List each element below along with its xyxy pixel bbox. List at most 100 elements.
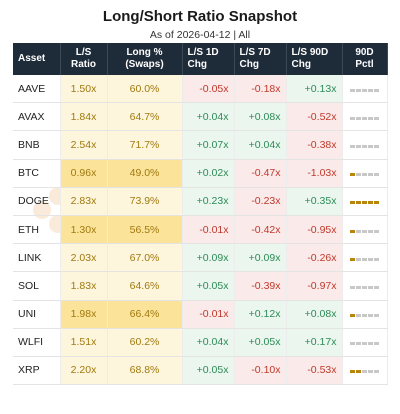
col-header-pctl: 90D Pctl — [342, 43, 388, 75]
table-row: ETH 1.30x 56.5% -0.01x -0.42x -0.95x — [13, 215, 388, 245]
pctl-bar — [350, 255, 379, 263]
table-body: AAVE 1.50x 60.0% -0.05x -0.18x +0.13x AVAX 1.84… — [13, 75, 388, 386]
page-title: Long/Short Ratio Snapshot — [102, 8, 298, 25]
asset-cell: AAVE — [13, 75, 61, 104]
chg-1d-cell: +0.05x — [182, 271, 235, 301]
long-pct-cell: 68.8% — [107, 356, 183, 386]
chg-1d-cell: -0.05x — [182, 75, 235, 104]
table-row: AVAX 1.84x 64.7% +0.04x +0.08x -0.52x — [13, 102, 388, 132]
pctl-segment — [368, 257, 373, 261]
pctl-bar — [350, 142, 379, 150]
col-header-chg-7d: L/S 7D Chg — [234, 43, 287, 75]
pctl-cell — [342, 187, 388, 216]
pctl-segment — [362, 285, 367, 289]
pctl-segment — [374, 88, 379, 92]
chg-90d-cell: -0.97x — [286, 271, 343, 301]
chg-1d-cell: +0.23x — [182, 187, 235, 216]
chg-7d-cell: -0.18x — [234, 75, 287, 104]
pctl-bar — [350, 114, 379, 122]
ratio-cell: 2.83x — [60, 187, 108, 216]
chg-1d-cell: +0.04x — [182, 102, 235, 132]
pctl-segment — [350, 342, 355, 346]
chg-7d-cell: +0.09x — [234, 243, 287, 273]
pctl-bar — [350, 368, 379, 376]
pctl-segment — [356, 88, 361, 92]
pctl-bar — [350, 199, 379, 207]
pctl-cell — [342, 356, 388, 386]
asset-cell: AVAX — [13, 102, 61, 132]
pctl-segment — [350, 173, 355, 177]
pctl-cell — [342, 159, 388, 188]
chg-7d-cell: -0.42x — [234, 215, 287, 245]
table-row: LINK 2.03x 67.0% +0.09x +0.09x -0.26x — [13, 243, 388, 273]
ratio-cell: 1.50x — [60, 75, 108, 104]
pctl-cell — [342, 300, 388, 329]
long-pct-cell: 64.7% — [107, 102, 183, 132]
pctl-segment — [368, 173, 373, 177]
chg-90d-cell: +0.08x — [286, 300, 343, 329]
pctl-segment — [356, 173, 361, 177]
col-header-chg-90d: L/S 90D Chg — [286, 43, 343, 75]
pctl-segment — [368, 201, 373, 205]
long-pct-cell: 66.4% — [107, 300, 183, 329]
pctl-bar — [350, 312, 379, 320]
asset-cell: LINK — [13, 243, 61, 273]
chg-90d-cell: -0.95x — [286, 215, 343, 245]
pctl-segment — [362, 201, 367, 205]
pctl-segment — [362, 144, 367, 148]
pctl-segment — [362, 229, 367, 233]
table-row: WLFI 1.51x 60.2% +0.04x +0.05x +0.17x — [13, 328, 388, 357]
chg-7d-cell: -0.47x — [234, 159, 287, 188]
chg-90d-cell: +0.13x — [286, 75, 343, 104]
pctl-segment — [356, 257, 361, 261]
long-pct-cell: 73.9% — [107, 187, 183, 216]
chg-90d-cell: -0.26x — [286, 243, 343, 273]
pctl-segment — [362, 314, 367, 318]
pctl-segment — [356, 285, 361, 289]
table-row: UNI 1.98x 66.4% -0.01x +0.12x +0.08x — [13, 300, 388, 329]
ratio-cell: 2.03x — [60, 243, 108, 273]
long-pct-cell: 71.7% — [107, 130, 183, 160]
pctl-segment — [362, 88, 367, 92]
chg-1d-cell: +0.02x — [182, 159, 235, 188]
pctl-bar — [350, 171, 379, 179]
pctl-segment — [374, 342, 379, 346]
pctl-segment — [374, 285, 379, 289]
pctl-segment — [350, 88, 355, 92]
chg-1d-cell: +0.07x — [182, 130, 235, 160]
asset-cell: BTC — [13, 159, 61, 188]
pctl-segment — [350, 116, 355, 120]
long-pct-cell: 49.0% — [107, 159, 183, 188]
chg-1d-cell: +0.09x — [182, 243, 235, 273]
pctl-segment — [356, 116, 361, 120]
pctl-segment — [356, 144, 361, 148]
ratio-cell: 2.54x — [60, 130, 108, 160]
col-header-long-pct: Long % (Swaps) — [107, 43, 183, 75]
table-header-row: Asset L/S Ratio Long % (Swaps) L/S 1D Chg L… — [13, 43, 388, 75]
pctl-segment — [350, 201, 355, 205]
pctl-bar — [350, 283, 379, 291]
asset-cell: XRP — [13, 356, 61, 386]
pctl-segment — [374, 370, 379, 374]
pctl-segment — [374, 229, 379, 233]
pctl-segment — [362, 257, 367, 261]
table-row: BTC 0.96x 49.0% +0.02x -0.47x -1.03x — [13, 159, 388, 188]
ratio-cell: 1.83x — [60, 271, 108, 301]
asset-cell: SOL — [13, 271, 61, 301]
chg-1d-cell: -0.01x — [182, 215, 235, 245]
pctl-segment — [362, 370, 367, 374]
pctl-cell — [342, 130, 388, 160]
chg-7d-cell: -0.39x — [234, 271, 287, 301]
pctl-segment — [362, 173, 367, 177]
col-header-ratio: L/S Ratio — [60, 43, 108, 75]
pctl-cell — [342, 328, 388, 357]
asset-cell: DOGE — [13, 187, 61, 216]
ratio-cell: 2.20x — [60, 356, 108, 386]
asset-cell: ETH — [13, 215, 61, 245]
chg-1d-cell: +0.05x — [182, 356, 235, 386]
pctl-segment — [350, 314, 355, 318]
pctl-segment — [368, 88, 373, 92]
pctl-segment — [350, 144, 355, 148]
pctl-cell — [342, 271, 388, 301]
pctl-segment — [362, 342, 367, 346]
